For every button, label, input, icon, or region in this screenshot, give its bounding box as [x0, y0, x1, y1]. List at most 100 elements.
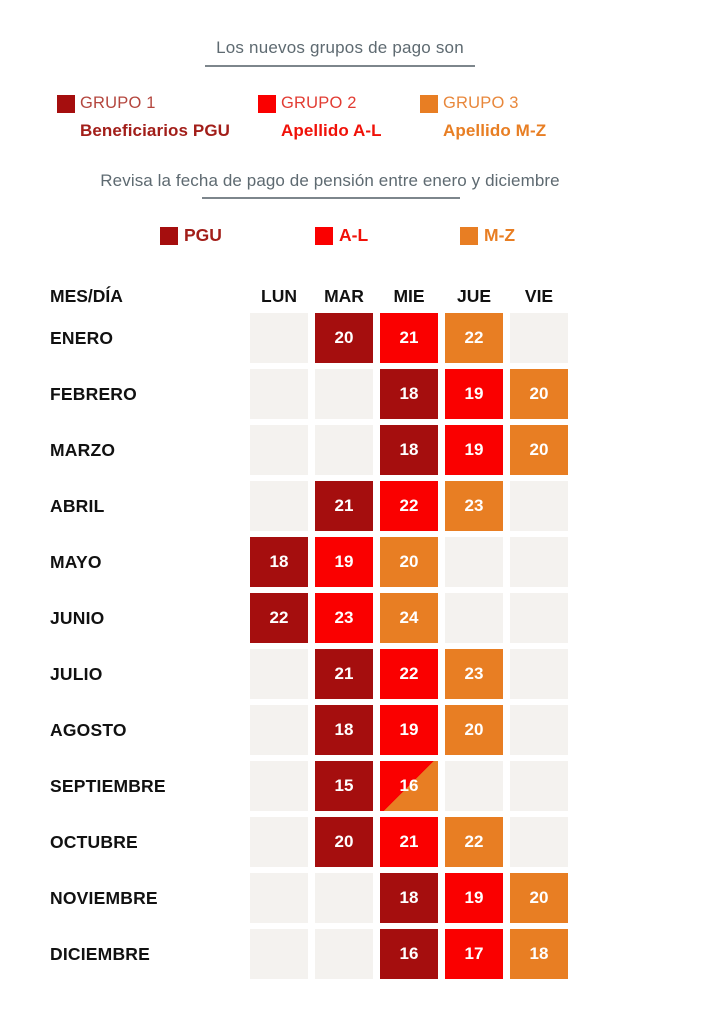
payment-date-cell: 19	[445, 369, 503, 419]
payment-date-cell: 20	[380, 537, 438, 587]
month-label: MAYO	[50, 551, 102, 572]
column-header-day: JUE	[456, 286, 492, 306]
legend-item-al: A-L	[315, 225, 368, 246]
payment-date-cell: 17	[445, 929, 503, 979]
payment-date-cell: 18	[510, 929, 568, 979]
group-3-color-swatch-icon	[420, 94, 438, 113]
empty-day-cell	[510, 649, 568, 699]
payment-date-cell: 19	[445, 425, 503, 475]
payment-date-cell: 22	[380, 649, 438, 699]
payment-date-cell: 22	[250, 593, 308, 643]
payment-date-cell: 15	[315, 761, 373, 811]
payment-date-cell: 22	[445, 817, 503, 867]
legend-mz-label: M-Z	[484, 225, 516, 245]
payment-date-cell: 22	[445, 313, 503, 363]
column-header-month: MES/DÍA	[50, 286, 123, 306]
month-label: SEPTIEMBRE	[50, 775, 166, 796]
payment-date-cell: 21	[380, 817, 438, 867]
section-subtitle: Revisa la fecha de pago de pensión entre…	[100, 171, 560, 190]
empty-day-cell	[510, 481, 568, 531]
group-2-title: GRUPO 2	[281, 94, 357, 112]
legend-item-mz: M-Z	[460, 225, 515, 246]
title-underline	[205, 65, 475, 67]
group-1-description: Beneficiarios PGU	[80, 121, 231, 140]
month-label: JUNIO	[50, 607, 105, 628]
empty-day-cell	[510, 593, 568, 643]
month-label: ABRIL	[50, 495, 105, 516]
empty-day-cell	[250, 481, 308, 531]
page-title: Los nuevos grupos de pago son	[216, 38, 464, 57]
column-header-day: VIE	[524, 286, 554, 306]
payment-date-cell: 23	[445, 481, 503, 531]
group-2-block: GRUPO 2 Apellido A-L	[258, 94, 382, 141]
group-1-title: GRUPO 1	[80, 94, 156, 112]
empty-day-cell	[250, 929, 308, 979]
payment-date-cell: 23	[445, 649, 503, 699]
payment-date-cell: 18	[315, 705, 373, 755]
empty-day-cell	[510, 705, 568, 755]
payment-date-cell: 24	[380, 593, 438, 643]
empty-day-cell	[445, 537, 503, 587]
empty-day-cell	[250, 369, 308, 419]
payment-date-cell: 20	[510, 873, 568, 923]
payment-date-cell: 19	[380, 705, 438, 755]
payment-date-cell: 18	[380, 425, 438, 475]
column-header-day: MAR	[324, 286, 364, 306]
group-1-block: GRUPO 1 Beneficiarios PGU	[57, 94, 230, 141]
empty-day-cell	[510, 537, 568, 587]
empty-day-cell	[250, 817, 308, 867]
legend-mz-swatch-icon	[460, 226, 478, 245]
payment-date-cell: 20	[315, 313, 373, 363]
month-label: AGOSTO	[50, 719, 127, 740]
group-3-block: GRUPO 3 Apellido M-Z	[420, 94, 546, 141]
empty-day-cell	[315, 929, 373, 979]
empty-day-cell	[510, 761, 568, 811]
subtitle-underline	[202, 197, 460, 199]
month-label: DICIEMBRE	[50, 943, 150, 964]
payment-date-cell: 23	[315, 593, 373, 643]
empty-day-cell	[250, 761, 308, 811]
column-header-day: MIE	[393, 286, 425, 306]
payment-date-cell: 21	[315, 481, 373, 531]
payment-date-cell: 22	[380, 481, 438, 531]
empty-day-cell	[250, 425, 308, 475]
group-2-color-swatch-icon	[258, 94, 276, 113]
payment-date-cell: 20	[510, 369, 568, 419]
column-header-day: LUN	[261, 286, 297, 306]
payment-date-cell: 21	[380, 313, 438, 363]
month-label: NOVIEMBRE	[50, 887, 158, 908]
payment-date-cell: 16	[380, 929, 438, 979]
empty-day-cell	[315, 873, 373, 923]
month-label: ENERO	[50, 327, 114, 348]
payment-date-cell: 16	[380, 761, 438, 811]
payment-date-cell: 20	[445, 705, 503, 755]
legend-al-swatch-icon	[315, 226, 333, 245]
empty-day-cell	[250, 313, 308, 363]
month-label: JULIO	[50, 663, 103, 684]
month-label: OCTUBRE	[50, 831, 138, 852]
group-3-description: Apellido M-Z	[443, 121, 547, 140]
payment-calendar-table: MES/DÍA LUN MAR MIE JUE VIE ENERO 20 21 22 FEBRERO…	[50, 286, 568, 979]
payment-date-cell: 19	[445, 873, 503, 923]
empty-day-cell	[445, 761, 503, 811]
month-label: MARZO	[50, 439, 116, 460]
empty-day-cell	[315, 369, 373, 419]
empty-day-cell	[510, 817, 568, 867]
month-label: FEBRERO	[50, 383, 137, 404]
empty-day-cell	[250, 873, 308, 923]
payment-date-cell: 18	[380, 369, 438, 419]
empty-day-cell	[250, 705, 308, 755]
group-3-title: GRUPO 3	[443, 94, 519, 112]
legend-item-pgu: PGU	[160, 225, 222, 246]
legend-pgu-label: PGU	[184, 225, 222, 245]
empty-day-cell	[445, 593, 503, 643]
empty-day-cell	[315, 425, 373, 475]
empty-day-cell	[250, 649, 308, 699]
group-2-description: Apellido A-L	[281, 121, 382, 140]
payment-date-cell: 18	[250, 537, 308, 587]
group-1-color-swatch-icon	[57, 94, 75, 113]
empty-day-cell	[510, 313, 568, 363]
legend-pgu-swatch-icon	[160, 226, 178, 245]
payment-date-cell: 19	[315, 537, 373, 587]
